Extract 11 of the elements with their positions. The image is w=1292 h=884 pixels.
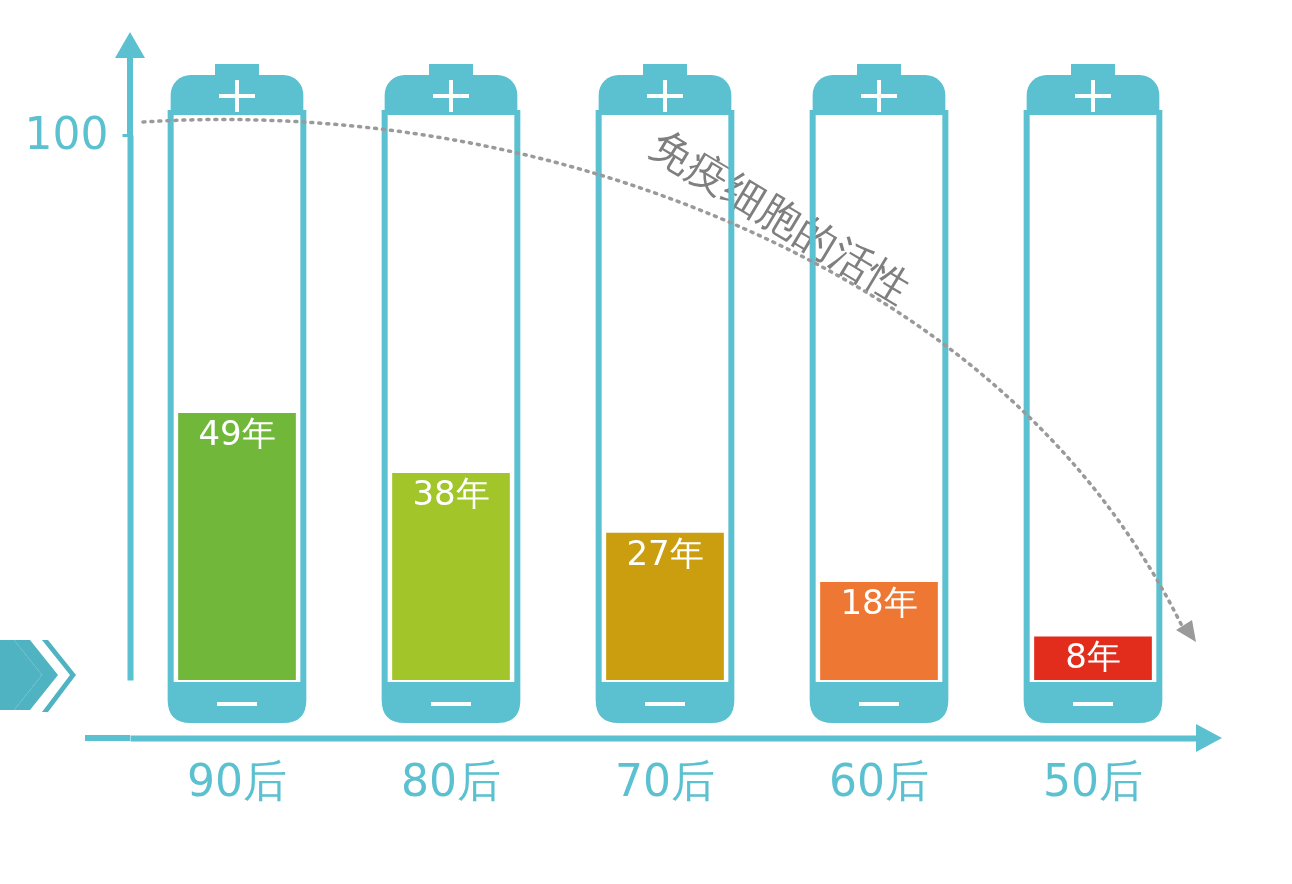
x-tick-label: 80后 bbox=[401, 754, 501, 806]
data-label: 27年 bbox=[626, 532, 704, 573]
x-tick-label: 90后 bbox=[187, 754, 287, 806]
x-tick-label: 60后 bbox=[829, 754, 929, 806]
x-tick-label: 70后 bbox=[615, 754, 715, 806]
data-label: 38年 bbox=[412, 472, 490, 513]
data-label: 8年 bbox=[1065, 636, 1121, 677]
data-label: 18年 bbox=[840, 581, 918, 622]
y-tick-label: 100 bbox=[24, 107, 109, 159]
data-label: 49年 bbox=[198, 412, 276, 453]
x-tick-label: 50后 bbox=[1043, 754, 1143, 806]
